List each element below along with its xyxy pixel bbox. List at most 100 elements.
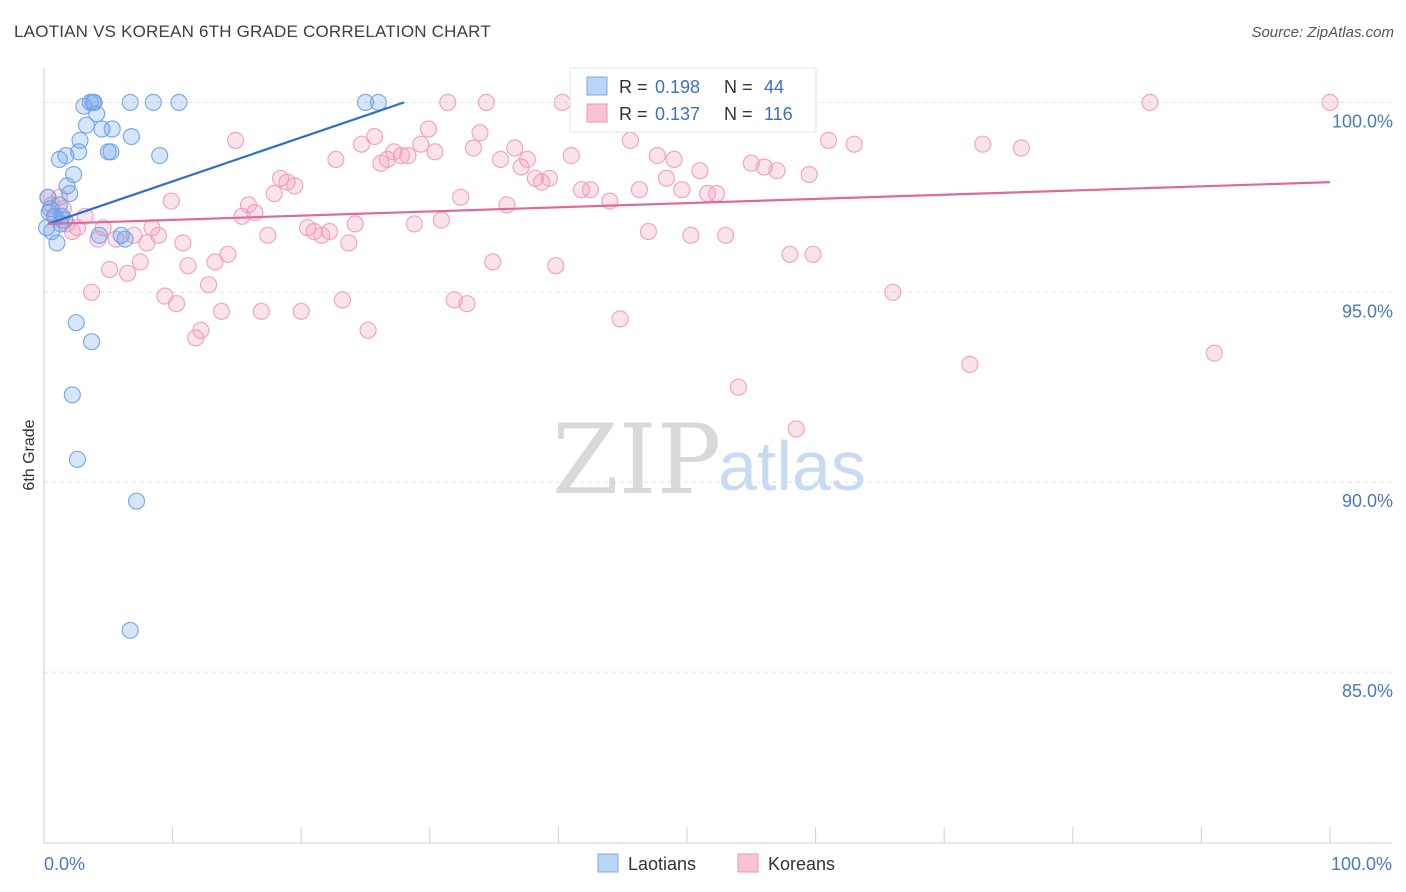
source-credit: Source: ZipAtlas.com bbox=[1251, 24, 1394, 41]
koreans-point bbox=[265, 184, 283, 203]
koreans-n-label: N = bbox=[724, 104, 753, 124]
koreans-trend-line bbox=[47, 181, 1331, 226]
koreans-point bbox=[471, 124, 489, 142]
data-points bbox=[37, 93, 1339, 639]
koreans-point bbox=[787, 420, 805, 438]
laotians-point bbox=[71, 131, 89, 149]
koreans-point bbox=[82, 283, 101, 301]
koreans-point bbox=[1205, 344, 1223, 362]
laotians-trend-line bbox=[47, 101, 405, 225]
koreans-point bbox=[498, 196, 516, 214]
koreans-point bbox=[639, 222, 658, 241]
axes bbox=[43, 68, 1392, 844]
laotians-point bbox=[151, 147, 169, 165]
laotians-point bbox=[67, 314, 85, 332]
koreans-point bbox=[621, 131, 640, 149]
koreans-n-value: 116 bbox=[764, 104, 793, 124]
koreans-point bbox=[572, 181, 591, 199]
koreans-point bbox=[399, 147, 417, 165]
y-tick-label: 100.0% bbox=[1332, 111, 1393, 131]
koreans-point bbox=[755, 158, 773, 176]
legend-koreans-label: Koreans bbox=[768, 854, 835, 874]
koreans-point bbox=[452, 188, 470, 206]
koreans-point bbox=[716, 226, 735, 244]
laotians-point bbox=[82, 333, 101, 351]
koreans-point bbox=[682, 226, 700, 244]
koreans-point bbox=[162, 192, 180, 210]
koreans-point bbox=[118, 264, 137, 282]
laotians-point bbox=[103, 120, 121, 138]
koreans-point bbox=[768, 162, 786, 180]
koreans-point bbox=[1012, 139, 1031, 157]
laotians-point bbox=[68, 450, 87, 468]
watermark-atlas: atlas bbox=[718, 427, 866, 505]
laotians-point bbox=[121, 621, 139, 639]
koreans-point bbox=[1141, 93, 1159, 112]
koreans-r-value: 0.137 bbox=[655, 104, 700, 124]
koreans-point bbox=[581, 181, 600, 199]
koreans-point bbox=[648, 147, 667, 165]
x-tick-labels: 0.0% 100.0% bbox=[44, 854, 1392, 874]
koreans-point bbox=[320, 222, 339, 241]
laotians-point bbox=[90, 226, 108, 244]
koreans-point bbox=[259, 226, 277, 244]
stat-legend: R = 0.198 N = 44 R = 0.137 N = 116 bbox=[569, 67, 817, 133]
koreans-point bbox=[206, 253, 224, 271]
legend-laotians-swatch bbox=[597, 853, 619, 873]
koreans-point bbox=[611, 310, 629, 328]
laotians-point bbox=[121, 93, 139, 112]
koreans-point bbox=[439, 93, 457, 112]
laotians-point bbox=[64, 165, 83, 184]
koreans-point bbox=[219, 245, 237, 263]
koreans-point bbox=[547, 257, 565, 275]
koreans-point bbox=[781, 245, 799, 263]
koreans-point bbox=[707, 184, 726, 203]
laotians-point bbox=[61, 184, 79, 203]
koreans-point bbox=[477, 93, 495, 112]
koreans-point bbox=[845, 135, 863, 153]
koreans-point bbox=[484, 253, 502, 271]
laotians-n-label: N = bbox=[724, 77, 753, 97]
laotians-point bbox=[356, 93, 375, 112]
koreans-point bbox=[286, 177, 304, 195]
koreans-point bbox=[800, 165, 818, 184]
koreans-point bbox=[804, 245, 822, 263]
koreans-point bbox=[665, 150, 683, 168]
koreans-point bbox=[884, 283, 902, 301]
koreans-point bbox=[458, 295, 476, 313]
koreans-point bbox=[292, 302, 310, 320]
laotians-point bbox=[85, 93, 103, 112]
koreans-point bbox=[819, 131, 838, 149]
koreans-point bbox=[691, 162, 709, 180]
series-legend: Laotians Koreans bbox=[597, 853, 835, 874]
laotians-point bbox=[369, 93, 387, 112]
stat-legend-frame bbox=[569, 67, 817, 133]
koreans-point bbox=[333, 291, 351, 309]
koreans-point bbox=[445, 291, 463, 309]
koreans-point bbox=[327, 150, 345, 168]
koreans-point bbox=[405, 215, 423, 233]
koreans-legend-swatch bbox=[586, 103, 608, 123]
koreans-point bbox=[100, 260, 119, 279]
y-tick-label: 95.0% bbox=[1342, 301, 1393, 321]
koreans-point bbox=[392, 147, 411, 165]
koreans-point bbox=[464, 139, 483, 157]
koreans-point bbox=[212, 302, 231, 320]
koreans-point bbox=[412, 135, 430, 153]
laotians-point bbox=[144, 93, 162, 112]
koreans-point bbox=[167, 295, 186, 313]
koreans-point bbox=[540, 169, 559, 187]
x-tick-label-min: 0.0% bbox=[44, 854, 85, 874]
koreans-point bbox=[252, 302, 270, 320]
koreans-point bbox=[657, 169, 676, 187]
y-axis-title: 6th Grade bbox=[21, 419, 38, 490]
trend-lines bbox=[47, 101, 1331, 226]
x-tick-label-max: 100.0% bbox=[1331, 854, 1392, 874]
koreans-point bbox=[174, 234, 192, 252]
laotians-point bbox=[170, 93, 188, 112]
koreans-point bbox=[491, 150, 510, 168]
koreans-point bbox=[673, 181, 691, 199]
laotians-n-value: 44 bbox=[764, 77, 784, 97]
laotians-legend-swatch bbox=[586, 76, 608, 96]
koreans-point bbox=[192, 321, 210, 339]
